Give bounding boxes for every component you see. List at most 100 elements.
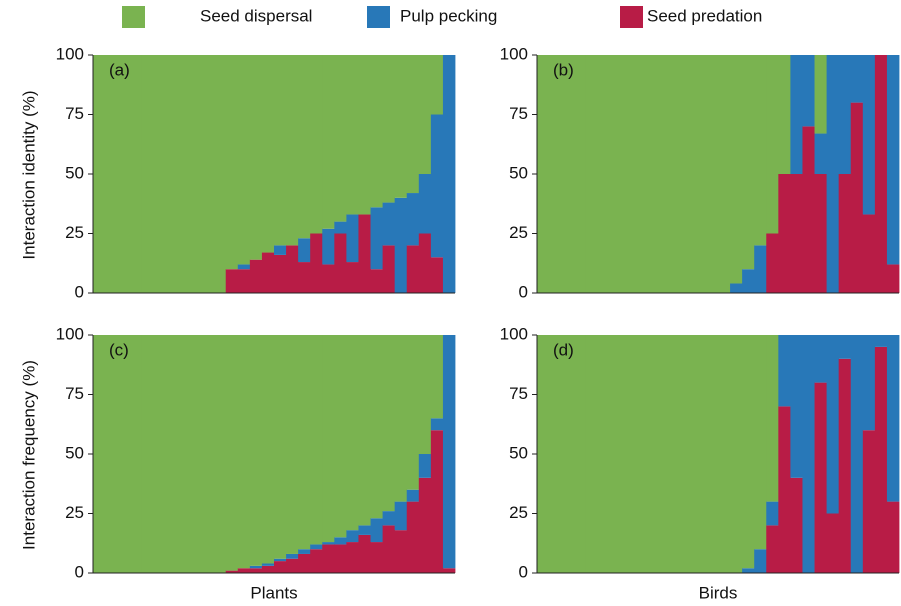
bar-segment [141, 55, 154, 293]
bar-segment [358, 214, 371, 293]
bar-segment [225, 570, 239, 573]
bar-segment [657, 335, 671, 573]
bar-segment [681, 55, 695, 293]
bar-segment [249, 565, 263, 569]
bar-segment [165, 55, 178, 293]
bar-segment [370, 542, 383, 573]
bar-segment [742, 335, 755, 569]
bar-segment [790, 477, 803, 573]
bar-segment [778, 406, 791, 573]
bar-segment [874, 346, 888, 573]
panel-label: (b) [553, 60, 574, 79]
bar-segment [862, 55, 876, 215]
bar-segment [346, 542, 359, 573]
bar-segment [298, 55, 311, 239]
bar-segment [790, 174, 803, 293]
bar-segment [802, 55, 815, 127]
bar-segment [310, 544, 323, 550]
bar-segment [418, 454, 432, 478]
bar-segment [705, 335, 719, 573]
bar-segment [298, 335, 311, 550]
x-axis-label: Plants [250, 583, 297, 602]
bar-segment [322, 55, 335, 229]
bar-segment [177, 335, 190, 573]
bar-segment [862, 214, 876, 293]
bar-segment [382, 525, 396, 573]
bar-segment [346, 214, 359, 263]
bar-segment [153, 55, 166, 293]
panel-label: (a) [109, 60, 130, 79]
bar-segment [838, 174, 852, 293]
bar-segment [537, 335, 550, 573]
y-tick-label: 75 [509, 384, 528, 403]
panel-label: (d) [553, 340, 574, 359]
y-tick-label: 100 [500, 324, 528, 343]
bar-segment [274, 558, 287, 562]
bar-segment [322, 264, 335, 293]
bar-segment [754, 245, 767, 293]
bar-segment [585, 335, 598, 573]
bar-segment [874, 335, 888, 347]
bar-segment [790, 55, 803, 174]
bar-segment [105, 55, 118, 293]
bar-segment [237, 568, 251, 573]
bar-segment [430, 418, 444, 431]
bar-segment [754, 55, 767, 246]
bar-segment [778, 174, 791, 293]
bar-segment [549, 335, 562, 573]
bar-segment [105, 335, 118, 573]
bar-segment [742, 568, 755, 573]
bar-segment [274, 55, 287, 246]
bar-segment [814, 133, 827, 174]
legend-label: Seed dispersal [200, 6, 312, 25]
bar-segment [261, 565, 275, 573]
bar-segment [322, 542, 335, 545]
bar-segment [406, 335, 420, 490]
bar-segment [117, 55, 130, 293]
bar-segment [754, 549, 767, 573]
y-tick-label: 75 [509, 104, 528, 123]
bar-segment [370, 335, 383, 519]
bar-segment [537, 55, 550, 293]
bar-segment [370, 207, 383, 270]
bar-segment [310, 233, 323, 293]
bar-segment [814, 174, 827, 293]
bar-segment [549, 55, 562, 293]
bar-segment [334, 537, 347, 545]
bar-segment [430, 257, 444, 293]
bar-segment [862, 335, 876, 431]
bar-segment [189, 335, 202, 573]
panel-label: (c) [109, 340, 129, 359]
bar-segment [274, 245, 287, 255]
bar-segment [585, 55, 598, 293]
bar-segment [693, 55, 707, 293]
bar-segment [177, 55, 190, 293]
bar-segment [346, 55, 359, 215]
bar-segment [621, 55, 634, 293]
bar-segment [334, 335, 347, 538]
bar-segment [862, 430, 876, 573]
bar-segment [778, 55, 791, 174]
bar-segment [742, 269, 755, 293]
bar-segment [334, 221, 347, 234]
bar-segment [382, 245, 396, 293]
bar-segment [237, 269, 251, 293]
bar-segment [442, 55, 456, 293]
y-tick-label: 0 [75, 282, 84, 301]
bar-segment [874, 55, 888, 293]
bar-segment [742, 55, 755, 270]
bar-segment [633, 55, 646, 293]
bar-segment [766, 233, 779, 293]
bar-segment [430, 55, 444, 115]
bar-segment [358, 335, 371, 526]
bar-segment [850, 335, 864, 573]
bar-segment [165, 335, 178, 573]
bar-segment [430, 114, 444, 258]
bar-segment [153, 335, 166, 573]
y-axis-label: Interaction identity (%) [19, 90, 38, 259]
bar-segment [693, 335, 707, 573]
bar-segment [633, 335, 646, 573]
bar-segment [237, 264, 251, 270]
bar-segment [718, 335, 731, 573]
bar-segment [802, 335, 815, 573]
